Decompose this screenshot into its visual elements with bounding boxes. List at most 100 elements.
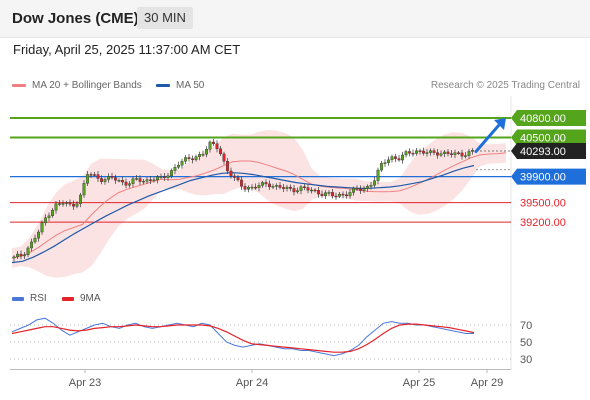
rsi-ma-label: 9MA xyxy=(80,293,101,304)
rsi-swatch xyxy=(12,296,24,301)
candle-body xyxy=(240,179,243,187)
candle-body xyxy=(264,182,268,185)
candle-body xyxy=(170,170,173,177)
candle-body xyxy=(439,153,443,156)
candle-body xyxy=(124,181,128,186)
candle-body xyxy=(212,141,215,144)
candle-body xyxy=(460,152,464,157)
candle-body xyxy=(359,188,362,191)
x-tick-label: Apr 25 xyxy=(403,377,435,389)
candle-body xyxy=(177,164,180,168)
candle-body xyxy=(285,186,289,189)
candle-body xyxy=(58,203,61,205)
candles xyxy=(12,138,474,262)
x-tick-label: Apr 24 xyxy=(236,377,268,389)
ma50-swatch xyxy=(156,84,170,87)
x-tick-label: Apr 29 xyxy=(471,377,503,389)
candle-body xyxy=(257,185,261,188)
candle-body xyxy=(184,157,187,162)
candle-body xyxy=(128,183,131,186)
candle-body xyxy=(131,178,135,184)
candle-body xyxy=(271,186,275,188)
candle-body xyxy=(191,158,194,161)
candle-body xyxy=(61,203,65,205)
candle-body xyxy=(40,222,44,233)
candle-body xyxy=(163,176,166,178)
candle-body xyxy=(12,256,16,259)
candle-body xyxy=(324,192,327,196)
candle-body xyxy=(429,150,432,153)
candle-body xyxy=(317,190,320,195)
instrument-title: Dow Jones (CME) xyxy=(12,10,139,27)
candle-body xyxy=(173,167,177,171)
candle-body xyxy=(376,169,380,181)
candle-body xyxy=(159,176,163,178)
candle-body xyxy=(16,253,19,258)
support-label: 39500.00 xyxy=(520,198,566,210)
candle-body xyxy=(219,148,222,155)
candle-body xyxy=(310,189,313,192)
candle-body xyxy=(327,192,331,194)
candle-body xyxy=(471,150,474,152)
candle-body xyxy=(348,192,352,197)
candle-body xyxy=(334,195,338,198)
rsi-ma-line xyxy=(11,323,475,353)
candle-body xyxy=(54,203,58,211)
candle-body xyxy=(110,176,114,178)
ma50-label: MA 50 xyxy=(176,80,205,91)
candle-body xyxy=(72,203,75,207)
candle-body xyxy=(345,194,348,197)
candle-body xyxy=(404,151,408,156)
timeframe-badge[interactable]: 30 MIN xyxy=(137,7,193,29)
candle-body xyxy=(443,151,446,154)
candle-body xyxy=(79,194,82,204)
candle-body xyxy=(96,174,100,179)
legend-rsi-ma: 9MA xyxy=(62,293,101,304)
candle-body xyxy=(226,161,229,172)
ma20-label: MA 20 + Bollinger Bands xyxy=(32,80,142,91)
candle-body xyxy=(152,179,156,182)
candle-body xyxy=(51,209,54,217)
forecast-arrow-head xyxy=(494,117,506,130)
candle-body xyxy=(373,180,376,186)
candle-body xyxy=(229,170,233,177)
candle-body xyxy=(411,152,415,155)
candle-body xyxy=(450,153,453,155)
candle-body xyxy=(187,157,191,160)
candle-body xyxy=(299,186,303,191)
rsi-ma-swatch xyxy=(62,296,74,301)
candle-body xyxy=(401,154,404,161)
candle-body xyxy=(198,154,201,157)
candle-body xyxy=(289,186,292,189)
rsi-line xyxy=(11,317,474,357)
candle-body xyxy=(82,183,86,196)
candle-body xyxy=(30,241,33,249)
candle-body xyxy=(422,150,425,154)
candle-body xyxy=(166,175,170,178)
candle-body xyxy=(292,188,296,193)
candle-body xyxy=(222,153,226,162)
candle-body xyxy=(180,160,184,166)
candle-body xyxy=(19,253,23,257)
candle-body xyxy=(26,247,30,255)
candle-body xyxy=(418,150,422,152)
bollinger-band xyxy=(12,130,506,278)
candle-body xyxy=(313,189,317,192)
candle-body xyxy=(261,182,264,186)
legend-rsi: RSI xyxy=(12,293,47,304)
candle-body xyxy=(121,180,124,183)
candle-body xyxy=(107,176,110,180)
timestamp: Friday, April 25, 2025 11:37:00 AM CET xyxy=(13,42,241,57)
candle-body xyxy=(306,187,310,191)
candle-body xyxy=(320,193,324,196)
candle-body xyxy=(86,174,89,184)
pivot-label: 39900.00 xyxy=(520,172,566,184)
candle-body xyxy=(331,192,334,197)
candle-body xyxy=(341,193,345,196)
candle-body xyxy=(44,217,47,224)
candle-body xyxy=(453,152,457,155)
candle-body xyxy=(390,156,394,161)
candle-body xyxy=(254,186,257,189)
candle-body xyxy=(436,152,439,156)
